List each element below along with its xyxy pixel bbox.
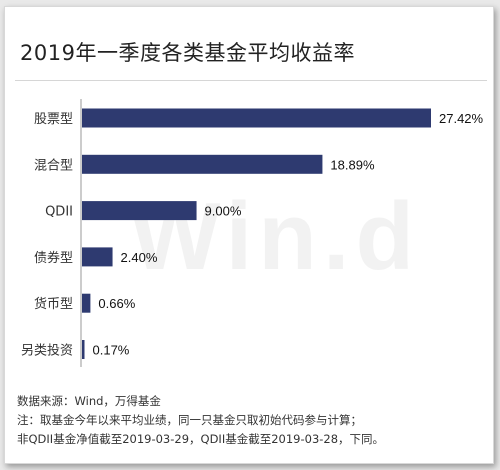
chart-title: 2019年一季度各类基金平均收益率	[20, 41, 355, 65]
category-label: 混合型	[34, 158, 73, 173]
bar	[82, 340, 85, 359]
data-label: 9.00%	[205, 204, 242, 219]
chart-footer: 数据来源：Wind，万得基金 注：取基金今年以来平均业绩，同一只基金只取初始代码…	[17, 392, 384, 449]
chart-card: 2019年一季度各类基金平均收益率 Win.d 股票型 27.42% 混合型 18.8…	[4, 6, 494, 464]
category-label: 股票型	[34, 112, 73, 127]
watermark: Win.d	[130, 183, 420, 290]
footnote-2: 非QDII基金净值截至2019-03-29，QDII基金截至2019-03-28…	[17, 432, 385, 446]
data-label: 27.42%	[439, 111, 484, 126]
bar-chart: Win.d 股票型 27.42% 混合型 18.89% QDII 9.00% 债券型 2.40…	[21, 99, 484, 367]
title-divider	[15, 80, 487, 81]
bars-group: 股票型 27.42% 混合型 18.89% QDII 9.00% 债券型 2.40% 货币型 0.…	[21, 108, 484, 359]
bar	[82, 201, 197, 221]
bar	[82, 247, 113, 267]
data-label: 0.17%	[93, 343, 130, 358]
category-label: QDII	[45, 205, 73, 220]
source-note: 数据来源：Wind，万得基金	[17, 394, 161, 408]
data-label: 2.40%	[121, 250, 158, 265]
category-label: 货币型	[34, 296, 73, 312]
footnote-1: 注：取基金今年以来平均业绩，同一只基金只取初始代码参与计算；	[17, 413, 362, 427]
data-label: 18.89%	[330, 157, 375, 172]
bar	[82, 154, 323, 174]
category-label: 债券型	[34, 250, 73, 266]
bar	[82, 293, 91, 313]
category-label: 另类投资	[21, 343, 73, 359]
data-label: 0.66%	[98, 296, 135, 311]
bar	[82, 108, 431, 128]
